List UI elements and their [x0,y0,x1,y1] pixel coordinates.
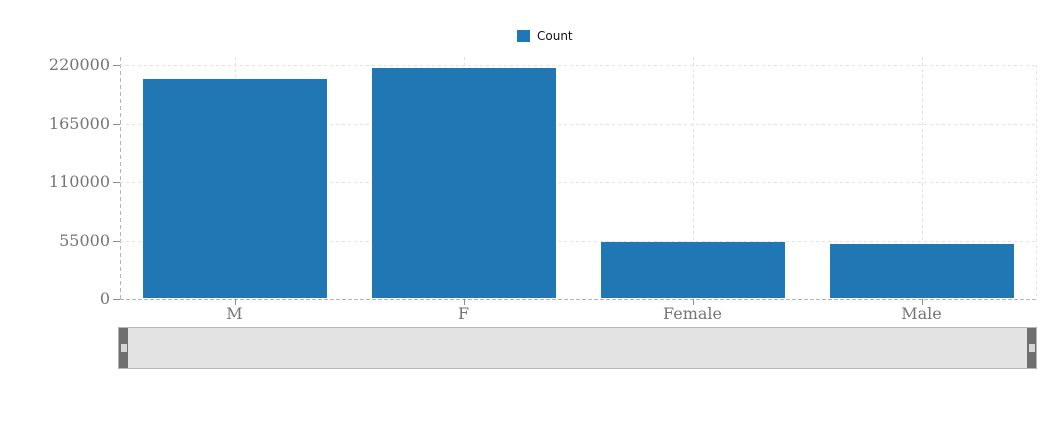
range-slider-left-handle[interactable] [119,328,128,368]
y-gridline [120,65,1036,66]
x-axis-tick [692,299,694,305]
bar-m[interactable] [142,78,327,299]
x-axis-tick-label: F [457,304,470,323]
y-gridline [120,182,1036,183]
x-axis-tick [463,299,465,305]
y-axis-tick [113,182,120,183]
y-axis-line [120,57,121,299]
drag-grip-icon [1028,344,1035,352]
y-gridline [120,123,1036,125]
drag-grip-icon [120,344,127,352]
bar-male[interactable] [829,244,1014,299]
x-axis-tick-label: Male [901,304,942,323]
bar-f[interactable] [371,68,556,299]
x-gridline [921,57,923,299]
y-axis-tick [113,299,120,300]
y-axis-tick-label: 110000 [48,172,110,191]
range-slider[interactable] [118,327,1037,369]
x-gridline [692,57,694,299]
x-axis-tick-label: Female [663,304,722,323]
y-axis-tick [113,123,120,125]
x-axis-tick-label: M [226,304,243,323]
x-axis-baseline [120,299,1036,300]
legend-label: Count [537,29,573,43]
y-axis-tick [113,65,120,66]
y-gridline [120,240,1036,242]
y-axis-tick-label: 220000 [48,55,110,74]
y-axis-tick-label: 55000 [59,230,110,250]
plot-area: 0 55000 110000 165000 220000 M F Female Male [49,55,1037,323]
x-axis-tick [921,299,923,305]
legend-item-count[interactable]: Count [517,29,573,43]
y-axis-tick [113,240,120,242]
y-axis-tick-label: 165000 [48,113,110,133]
bar-female[interactable] [600,241,785,299]
x-axis-tick [234,299,236,305]
plot-right-edge-line [1036,65,1037,299]
legend-swatch-icon [517,30,530,42]
range-slider-right-handle[interactable] [1027,328,1036,368]
y-axis-tick-label: 0 [99,289,110,308]
